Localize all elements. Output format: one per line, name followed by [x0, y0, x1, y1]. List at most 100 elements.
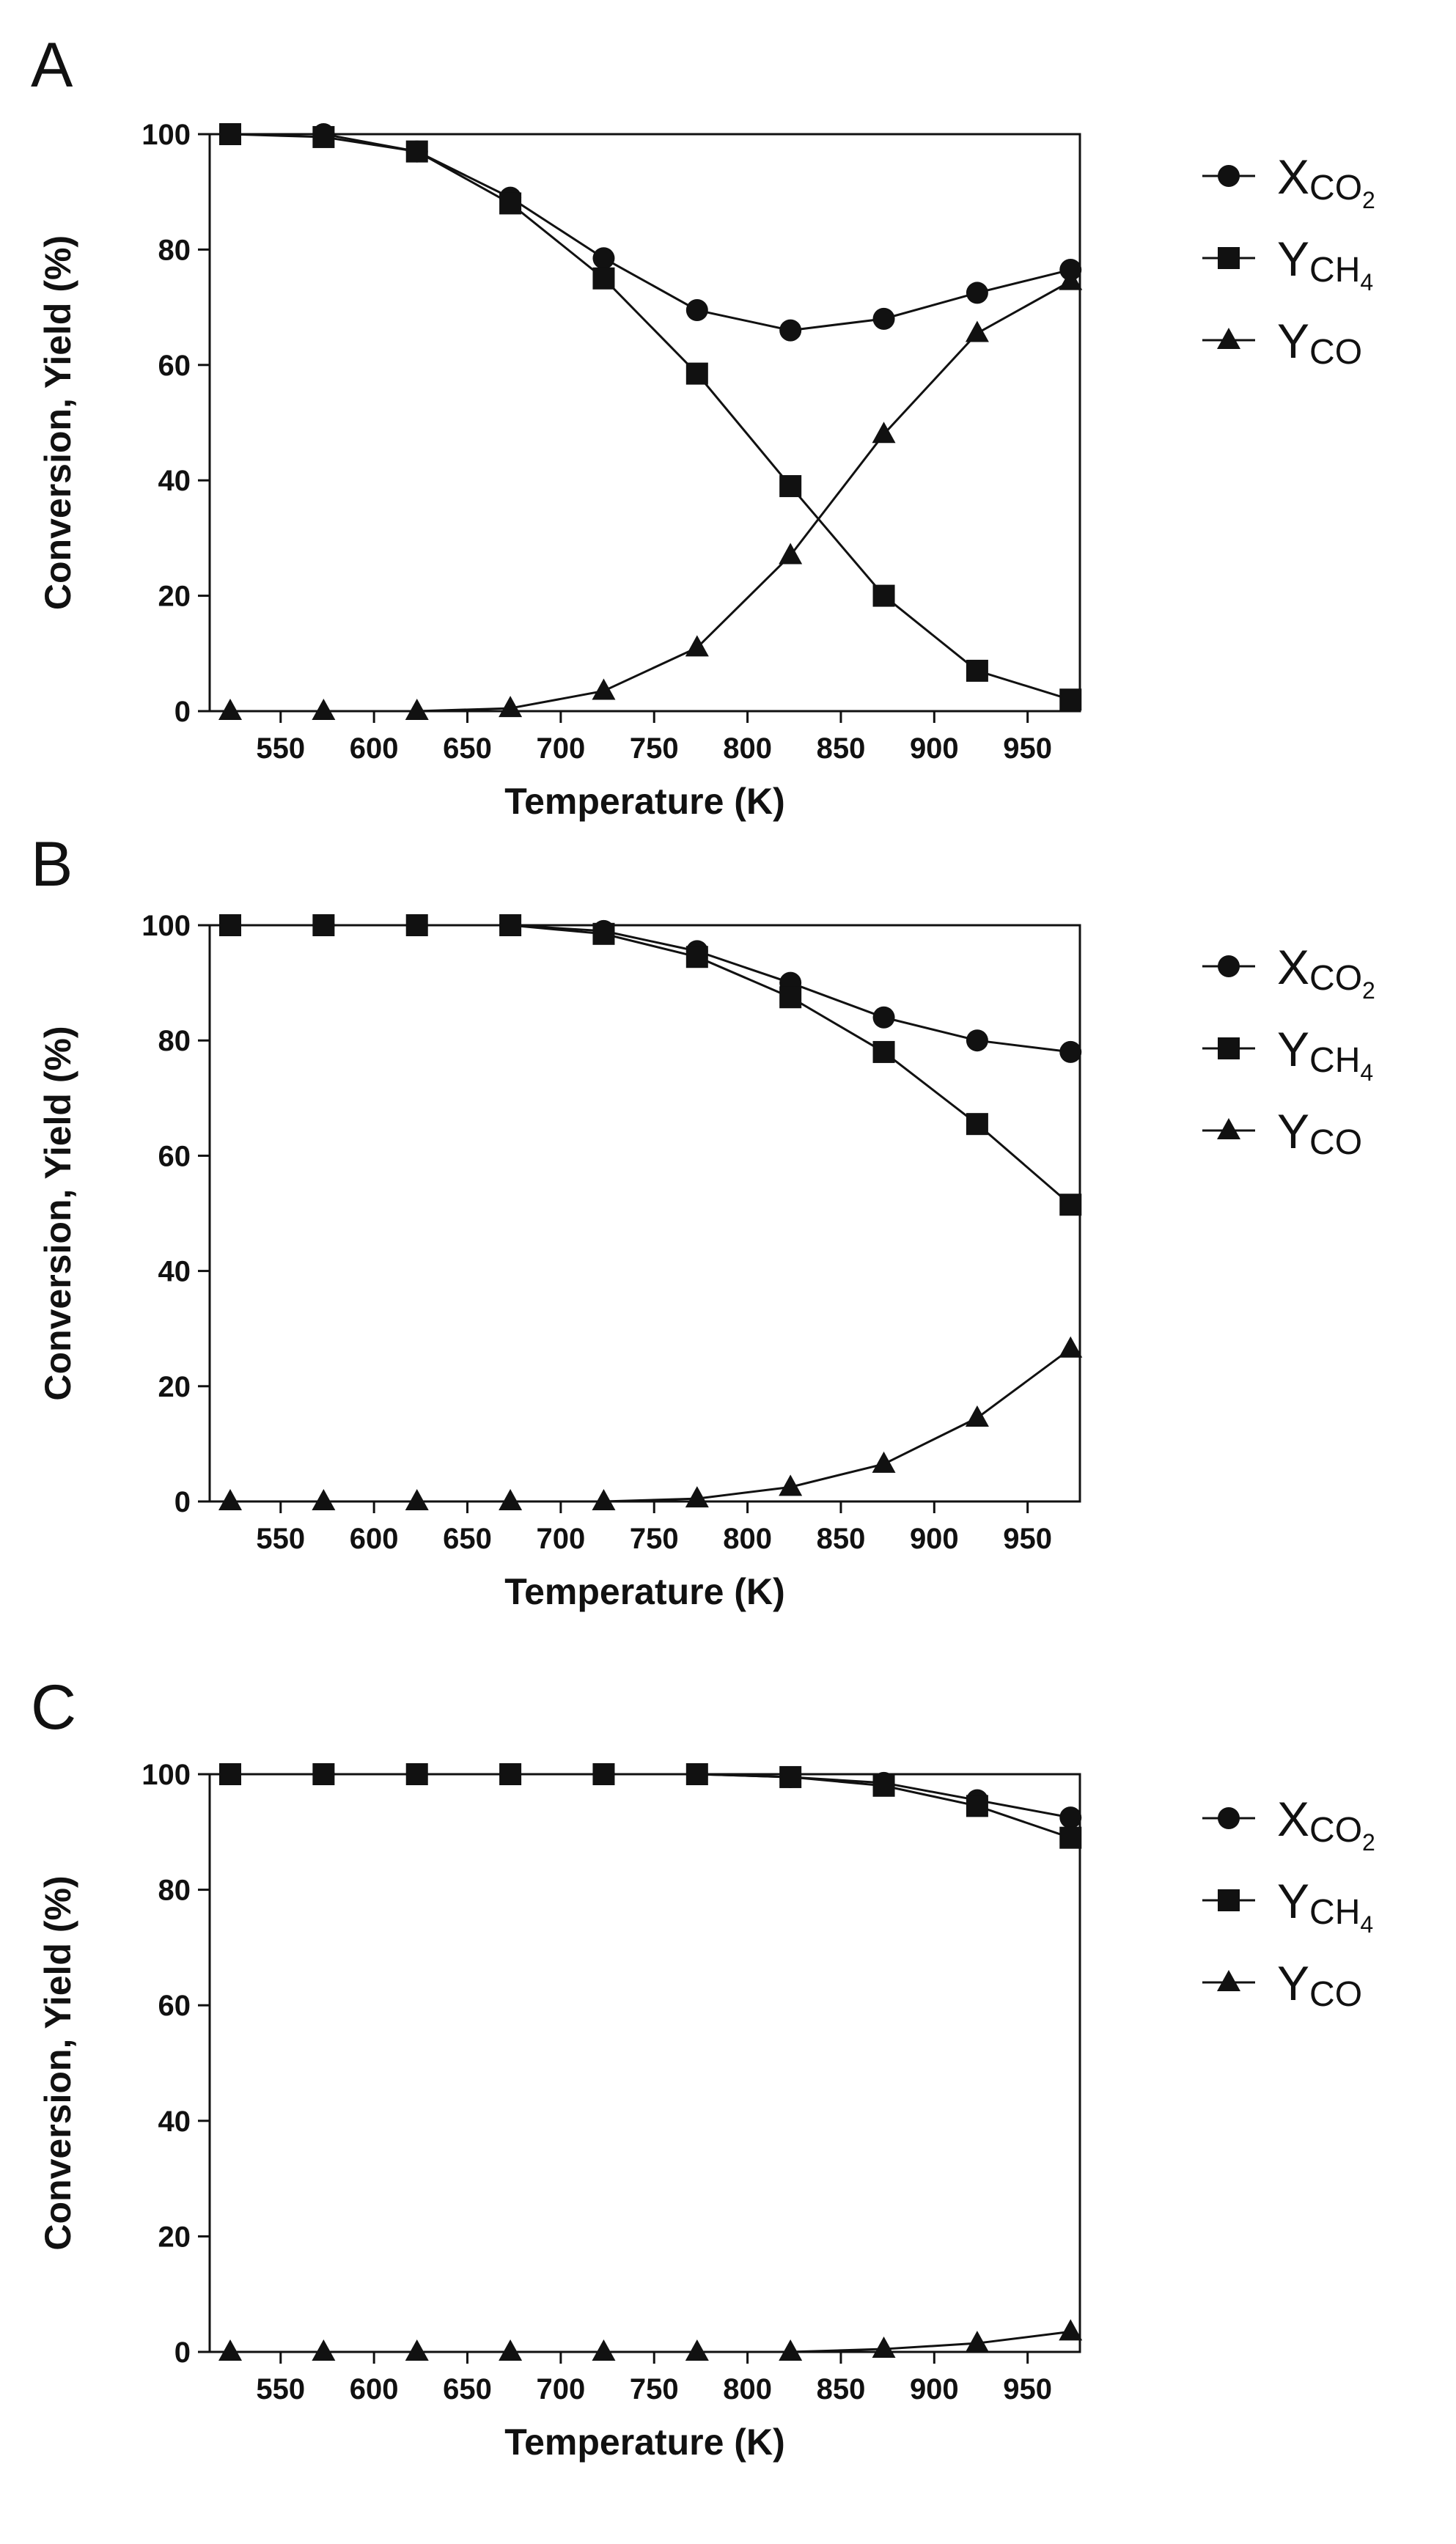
x-tick-label: 950 [1003, 1523, 1052, 1555]
data-point-x-co2 [872, 307, 895, 330]
y-tick-label: 0 [174, 1486, 191, 1518]
data-point-y-ch4 [685, 1763, 708, 1785]
data-point-x-co2 [966, 282, 988, 304]
data-point-y-co [779, 2339, 803, 2361]
data-point-y-ch4 [499, 914, 522, 936]
series-line-y-ch4 [230, 1773, 1071, 1839]
data-point-y-co [779, 1474, 803, 1496]
legend-label-y-ch4: YCH4 [1277, 1022, 1373, 1086]
y-tick-label: 100 [141, 910, 191, 942]
data-point-y-ch4 [592, 922, 615, 945]
y-tick-label: 0 [174, 2337, 191, 2369]
data-point-y-ch4 [685, 362, 708, 385]
x-tick-label: 650 [443, 1523, 492, 1555]
y-tick-label: 80 [158, 1875, 191, 1907]
x-tick-label: 950 [1003, 732, 1052, 765]
y-tick-label: 20 [158, 1371, 191, 1403]
series-line-y-ch4 [230, 924, 1072, 1206]
data-point-y-ch4 [1059, 688, 1082, 711]
y-tick-label: 80 [158, 1025, 191, 1057]
data-point-y-ch4 [872, 584, 895, 607]
data-point-y-ch4 [966, 1795, 988, 1817]
data-point-y-ch4 [312, 914, 335, 936]
data-point-y-co [1059, 2319, 1083, 2341]
y-tick-label: 40 [158, 2106, 191, 2138]
data-point-x-co2 [592, 247, 615, 270]
data-point-y-ch4 [312, 125, 335, 148]
legend-marker-y-ch4 [1218, 1037, 1240, 1059]
series-line-y-co [230, 2330, 1071, 2353]
data-point-y-co [312, 2339, 336, 2361]
y-tick-label: 40 [158, 1256, 191, 1288]
legend-marker-y-ch4 [1218, 247, 1240, 269]
legend-label-y-co: YCO [1277, 1104, 1362, 1162]
data-point-y-ch4 [685, 946, 708, 968]
y-tick-label: 100 [141, 1759, 191, 1791]
legend: XCO2 YCH4 YCO [1202, 150, 1375, 372]
legend-marker-x-co2 [1218, 165, 1240, 187]
data-point-x-co2 [872, 1006, 895, 1029]
data-point-y-co [499, 2339, 523, 2361]
legend-label-y-co: YCO [1277, 314, 1362, 372]
data-point-y-co [685, 2339, 709, 2361]
data-point-y-ch4 [405, 1763, 428, 1785]
legend-label-y-co: YCO [1277, 1956, 1362, 2014]
y-tick-label: 60 [158, 1140, 191, 1172]
data-point-y-ch4 [872, 1040, 895, 1063]
x-tick-label: 750 [630, 732, 679, 765]
data-point-y-ch4 [219, 123, 242, 145]
data-point-y-co [592, 678, 616, 700]
x-tick-label: 800 [723, 2373, 772, 2405]
plot-frame [208, 924, 1081, 1503]
chart-panel-b: B 0 20 40 60 80 100 550 600 650 700 750 800 850 900 950… [31, 829, 1375, 1612]
x-axis-title: Temperature (K) [504, 1571, 784, 1612]
series-line-x-co2 [230, 133, 1071, 332]
panel-label: A [31, 30, 73, 100]
data-point-x-co2 [779, 319, 802, 342]
x-tick-label: 900 [910, 732, 959, 765]
data-point-y-co [218, 2339, 243, 2361]
data-point-y-co [685, 635, 709, 657]
data-point-y-co [405, 1489, 429, 1510]
x-tick-label: 800 [723, 732, 772, 765]
plot-frame [208, 133, 1081, 713]
x-tick-label: 600 [350, 2373, 399, 2405]
panel-label: C [31, 1672, 76, 1743]
legend: XCO2 YCH4 YCO [1202, 940, 1375, 1162]
legend: XCO2 YCH4 YCO [1202, 1792, 1375, 2014]
data-point-y-co [405, 2339, 429, 2361]
data-point-x-co2 [966, 1029, 988, 1052]
x-tick-label: 900 [910, 2373, 959, 2405]
data-point-y-ch4 [779, 475, 802, 498]
chart-panel-a: A 0 20 40 60 80 100 550 600 650 700 750 800 850 900 950… [31, 30, 1375, 822]
x-tick-label: 750 [630, 2373, 679, 2405]
y-tick-label: 60 [158, 350, 191, 382]
data-point-y-ch4 [966, 1113, 988, 1136]
series-line-x-co2 [230, 924, 1071, 1054]
data-point-y-ch4 [872, 1774, 895, 1797]
data-point-y-co [405, 699, 429, 720]
data-point-y-co [872, 1451, 896, 1473]
data-point-y-co [592, 1489, 616, 1510]
legend-marker-y-co [1217, 1970, 1240, 1991]
y-tick-label: 20 [158, 581, 191, 613]
data-point-y-ch4 [779, 986, 802, 1009]
data-point-x-co2 [1059, 1040, 1082, 1063]
data-point-y-co [218, 699, 243, 720]
data-point-y-co [779, 543, 803, 565]
panel-label: B [31, 829, 73, 900]
data-point-y-co [499, 1489, 523, 1510]
y-tick-label: 0 [174, 696, 191, 728]
data-point-y-co [965, 320, 989, 342]
data-point-y-ch4 [1059, 1194, 1082, 1216]
x-axis-title: Temperature (K) [504, 2422, 784, 2463]
y-tick-label: 60 [158, 1990, 191, 2022]
data-point-y-ch4 [779, 1765, 802, 1788]
data-point-y-ch4 [1059, 1826, 1082, 1849]
x-tick-label: 550 [256, 2373, 305, 2405]
data-point-y-co [218, 1489, 243, 1510]
data-point-y-ch4 [592, 1763, 615, 1785]
y-tick-label: 40 [158, 465, 191, 497]
data-point-y-co [872, 422, 896, 444]
y-tick-label: 20 [158, 2221, 191, 2253]
